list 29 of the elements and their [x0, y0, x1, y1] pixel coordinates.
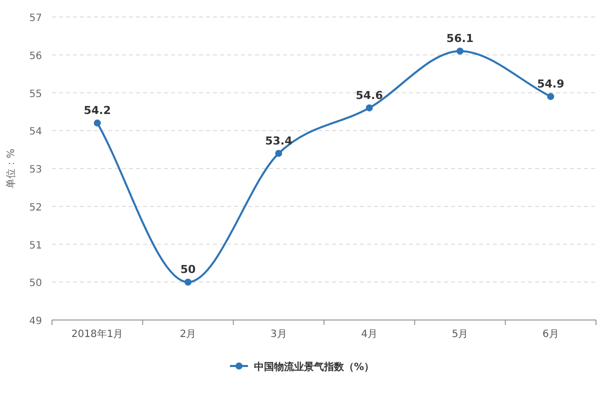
- y-tick-label: 52: [29, 202, 42, 214]
- point: [275, 150, 282, 157]
- y-tick-label: 54: [29, 126, 42, 138]
- data-label: 54.6: [356, 88, 384, 102]
- data-label: 53.4: [265, 134, 293, 148]
- data-label: 54.2: [84, 104, 111, 118]
- y-tick-label: 57: [29, 13, 42, 24]
- point: [366, 104, 373, 112]
- data-label: 50: [180, 263, 196, 276]
- x-tick-label: 3月: [270, 329, 287, 340]
- y-tick-label: 55: [29, 88, 42, 100]
- x-tick-label: 6月: [542, 329, 559, 340]
- y-tick-label: 49: [29, 316, 42, 327]
- y-tick-label: 50: [29, 278, 42, 290]
- y-tick-label: 53: [29, 164, 42, 176]
- legend-label: 中国物流业景气指数（%）: [254, 361, 374, 373]
- x-tick-label: 2018年1月: [71, 328, 124, 340]
- x-tick-label: 2月: [180, 329, 196, 340]
- x-tick-label: 5月: [452, 329, 468, 340]
- y-tick-label: 51: [29, 240, 42, 252]
- point: [184, 278, 192, 286]
- y-axis-title: 单位：%: [5, 148, 17, 188]
- point: [94, 120, 101, 127]
- y-tick-label: 56: [29, 50, 42, 62]
- data-label: 54.9: [537, 78, 564, 91]
- point: [547, 93, 554, 100]
- point: [456, 48, 464, 55]
- data-label: 56.1: [446, 32, 474, 46]
- x-tick-label: 4月: [361, 329, 378, 340]
